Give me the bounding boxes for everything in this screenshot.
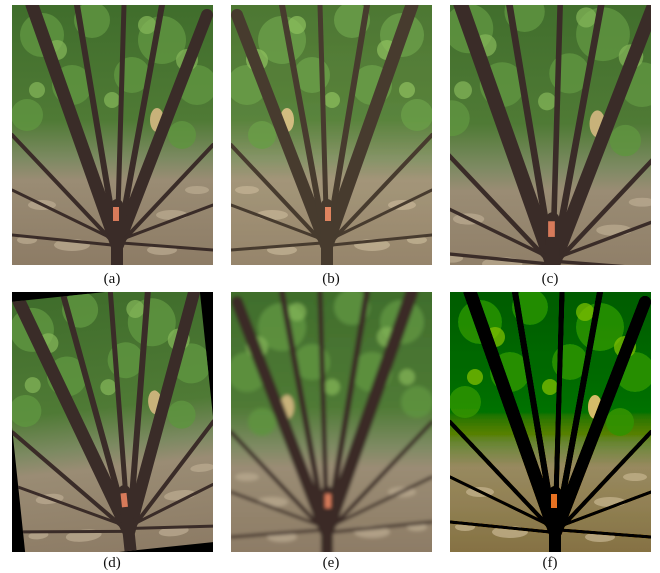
panel-f: [430, 272, 660, 572]
panel-label: (d): [103, 555, 121, 571]
panel-c: [413, 0, 660, 309]
page: (a) (b) (c) (d) (e) (f) (() => { const d…: [0, 0, 660, 573]
panel-label: (c): [542, 271, 559, 287]
panel-e: [211, 272, 452, 572]
panel-label: (f): [543, 555, 558, 571]
panel-label: (a): [104, 271, 121, 287]
figure: (a) (b) (c) (d) (e) (f): [0, 0, 660, 573]
panel-label: (e): [323, 555, 340, 571]
panel-label: (b): [322, 271, 340, 287]
panel-a: [0, 0, 233, 285]
panel-b: [211, 0, 452, 285]
panel-d: [0, 260, 248, 573]
